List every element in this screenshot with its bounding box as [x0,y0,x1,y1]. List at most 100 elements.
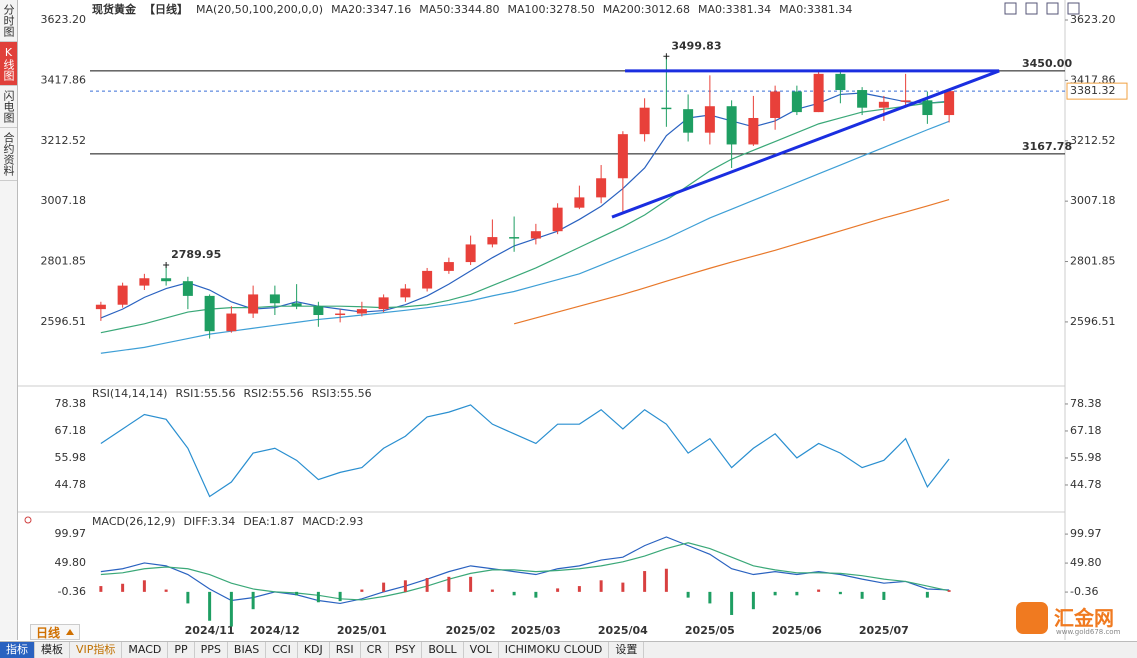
icon [24,516,32,524]
candle-body [378,297,389,310]
header-label: MA200:3012.68 [603,3,690,16]
icon[interactable] [1004,2,1017,15]
candle-body [487,237,498,245]
candle-body [617,134,628,179]
candle-body [269,294,280,304]
toolbar-button[interactable]: ICHIMOKU CLOUD [499,642,610,658]
level-label: 3450.00 [1022,57,1072,70]
candle-body [139,278,150,286]
toolbar-button[interactable]: 设置 [609,642,645,658]
y-tick-label: 99.97 [55,527,87,540]
toolbar-button[interactable]: PSY [389,642,423,658]
x-tick-label: 2024/12 [250,624,300,637]
y-tick-label: 49.80 [1070,556,1102,569]
icon[interactable] [1046,2,1059,15]
toolbar-button[interactable]: VIP指标 [70,642,123,658]
y-tick-label: 3417.86 [41,73,87,86]
header-label: MA100:3278.50 [508,3,595,16]
y-tick-label: 2596.51 [41,315,87,328]
icon[interactable] [1025,2,1038,15]
candle-body [443,262,454,271]
candle-body [400,288,411,298]
y-tick-label: 44.78 [1070,478,1102,491]
toolbar-button[interactable]: RSI [330,642,361,658]
y-tick-label: 99.97 [1070,527,1102,540]
period-tab[interactable]: 日线 [30,624,80,640]
toolbar-button[interactable]: BOLL [422,642,464,658]
toolbar-button[interactable]: MACD [122,642,169,658]
line [100,120,950,354]
tab[interactable]: K线图 [0,42,17,86]
y-tick-label: 44.78 [55,478,87,491]
y-tick-label: 67.18 [55,424,87,437]
y-tick-label: 3212.52 [41,134,87,147]
toolbar-button[interactable]: KDJ [298,642,330,658]
trendline [611,69,1000,219]
header-label: MA50:3344.80 [419,3,499,16]
header-label: MA20:3347.16 [331,3,411,16]
line [100,101,950,334]
y-tick-label: 2801.85 [1070,255,1116,268]
annotation-label: 3499.83 [671,39,721,52]
side-tabs: 分时图 K线图 闪电图 合约资料 [0,0,18,640]
candle-body [530,231,541,239]
candle-body [552,207,563,232]
y-tick-label: -0.36 [1070,585,1098,598]
tab[interactable]: 闪电图 [0,86,17,128]
tab[interactable]: 分时图 [0,0,17,42]
candle-body [422,270,433,289]
header-label: MA(20,50,100,200,0,0) [196,3,323,16]
tab[interactable]: 合约资料 [0,128,17,181]
toolbar-button[interactable]: BIAS [228,642,267,658]
y-tick-label: 55.98 [55,451,87,464]
y-tick-label: 78.38 [55,397,87,410]
toolbar: 指标 模板 VIP指标 MACD PP PPS BIAS CCI KDJ RSI CR PSY BOLL… [0,641,1137,658]
toolbar-button[interactable]: CR [361,642,389,658]
line [100,92,950,319]
candle-body [291,303,302,307]
header-label: RSI2:55.56 [244,387,304,400]
candle-body [335,313,346,316]
icon[interactable] [1067,2,1080,15]
candle-body [683,109,694,133]
candle-body [248,294,259,314]
toolbar-button[interactable]: PP [168,642,195,658]
candle-body [748,117,759,145]
toolbar-button[interactable]: 指标 [0,642,35,658]
x-tick-label: 2025/02 [446,624,496,637]
toolbar-button[interactable]: CCI [266,642,298,658]
x-tick-label: 2025/04 [598,624,648,637]
y-tick-label: 3623.20 [1070,13,1116,26]
candle-body [509,237,520,239]
toolbar-button[interactable]: 模板 [35,642,70,658]
toolbar-button[interactable]: PPS [195,642,228,658]
candle-body [878,101,889,108]
x-tick-label: 2024/11 [185,624,235,637]
candle-body [117,285,128,305]
candle-body [726,106,737,145]
y-tick-label: 2596.51 [1070,315,1116,328]
x-tick-label: 2025/05 [685,624,735,637]
x-tick-label: 2025/03 [511,624,561,637]
candle-body [922,100,933,116]
header-label: RSI1:55.56 [175,387,235,400]
annotation-label: 2789.95 [171,248,221,261]
current-price-label: 3381.32 [1070,84,1116,97]
logo-icon [1016,602,1048,634]
annotation-marker [663,53,670,60]
candle-body [95,304,106,310]
logo-name: 汇金网 [1054,606,1114,630]
candle-body [356,309,367,314]
y-tick-label: 67.18 [1070,424,1102,437]
line [100,404,950,498]
candle-body [900,100,911,102]
candle-body [313,306,324,316]
toolbar-button[interactable]: VOL [464,642,499,658]
candle-body [161,278,172,282]
line [100,542,950,601]
y-tick-label: -0.36 [58,585,86,598]
candle-body [226,313,237,332]
header-label: DIFF:3.34 [184,515,236,528]
